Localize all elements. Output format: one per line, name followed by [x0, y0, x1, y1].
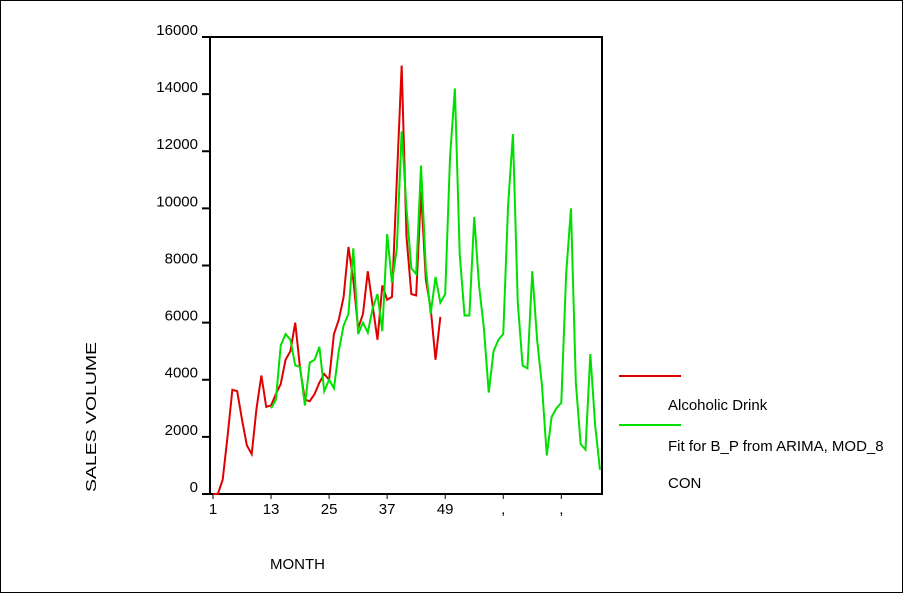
x-axis-label: MONTH [270, 556, 325, 573]
y-tick-label: 16000 [156, 22, 198, 39]
y-tick-label: 14000 [156, 79, 198, 96]
legend-label: Alcoholic Drink [668, 397, 768, 414]
y-tick-label: 4000 [165, 365, 198, 382]
series-line [213, 65, 442, 495]
y-tick-label: 8000 [165, 250, 198, 267]
y-tick-label: 2000 [165, 422, 198, 439]
y-tick-label: 0 [190, 479, 198, 496]
x-tick-label: , [501, 501, 505, 518]
legend-label-box: Fit for B_P from ARIMA, MOD_8 CON [668, 438, 884, 492]
x-tick-label: 13 [263, 501, 280, 518]
x-tick-label: 49 [437, 501, 454, 518]
x-tick-label: , [559, 501, 563, 518]
y-tick-label: 10000 [156, 193, 198, 210]
x-tick-label: 25 [321, 501, 338, 518]
series-line [270, 88, 601, 470]
y-axis-label: SALES VOLUME [83, 342, 100, 492]
x-tick-label: 37 [379, 501, 396, 518]
y-tick-label: 6000 [165, 308, 198, 325]
x-tick-label: 1 [209, 501, 217, 518]
legend-label: Fit for B_P from ARIMA, MOD_8 CON [668, 438, 884, 492]
y-tick-label: 12000 [156, 136, 198, 153]
